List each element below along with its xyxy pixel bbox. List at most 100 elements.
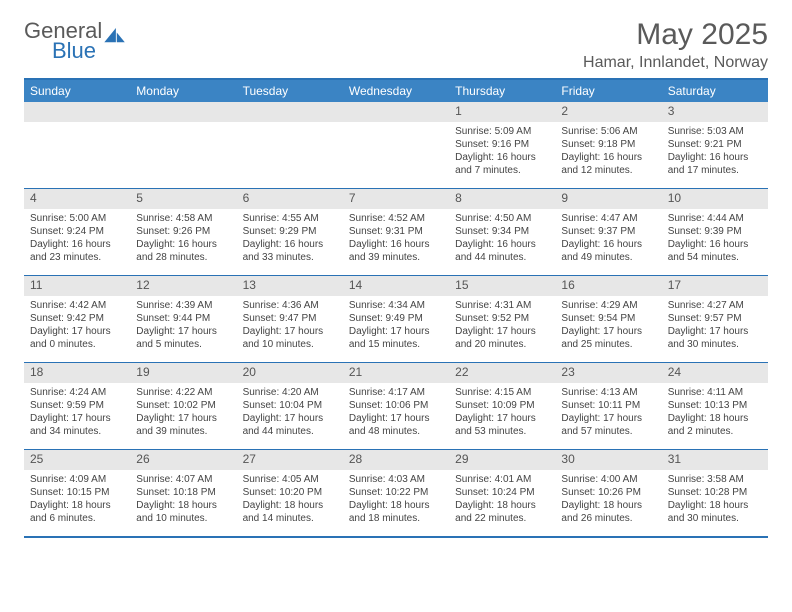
day-number: 25 [24,450,130,470]
day-number: 18 [24,363,130,383]
day-number: 2 [555,102,661,122]
day-number: 11 [24,276,130,296]
day-cell: 11Sunrise: 4:42 AMSunset: 9:42 PMDayligh… [24,276,130,362]
day-details: Sunrise: 4:39 AMSunset: 9:44 PMDaylight:… [130,296,236,355]
day-number: 9 [555,189,661,209]
day-cell: 17Sunrise: 4:27 AMSunset: 9:57 PMDayligh… [662,276,768,362]
day-cell: 13Sunrise: 4:36 AMSunset: 9:47 PMDayligh… [237,276,343,362]
day-details: Sunrise: 4:44 AMSunset: 9:39 PMDaylight:… [662,209,768,268]
day-cell: 22Sunrise: 4:15 AMSunset: 10:09 PMDaylig… [449,363,555,449]
week-row: 25Sunrise: 4:09 AMSunset: 10:15 PMDaylig… [24,450,768,538]
week-row: 11Sunrise: 4:42 AMSunset: 9:42 PMDayligh… [24,276,768,363]
day-number: 21 [343,363,449,383]
empty-cell [130,102,236,188]
day-number: 12 [130,276,236,296]
dow-tuesday: Tuesday [237,80,343,102]
day-cell: 28Sunrise: 4:03 AMSunset: 10:22 PMDaylig… [343,450,449,536]
day-cell: 10Sunrise: 4:44 AMSunset: 9:39 PMDayligh… [662,189,768,275]
dow-row: SundayMondayTuesdayWednesdayThursdayFrid… [24,80,768,102]
empty-cell [24,102,130,188]
day-details: Sunrise: 4:11 AMSunset: 10:13 PMDaylight… [662,383,768,442]
day-number [24,102,130,122]
day-details: Sunrise: 5:06 AMSunset: 9:18 PMDaylight:… [555,122,661,181]
day-details: Sunrise: 4:20 AMSunset: 10:04 PMDaylight… [237,383,343,442]
day-cell: 1Sunrise: 5:09 AMSunset: 9:16 PMDaylight… [449,102,555,188]
day-number: 20 [237,363,343,383]
day-number: 27 [237,450,343,470]
day-cell: 16Sunrise: 4:29 AMSunset: 9:54 PMDayligh… [555,276,661,362]
week-row: 4Sunrise: 5:00 AMSunset: 9:24 PMDaylight… [24,189,768,276]
day-details [24,122,130,182]
day-details: Sunrise: 4:58 AMSunset: 9:26 PMDaylight:… [130,209,236,268]
day-details: Sunrise: 4:50 AMSunset: 9:34 PMDaylight:… [449,209,555,268]
dow-friday: Friday [555,80,661,102]
day-number: 23 [555,363,661,383]
day-cell: 8Sunrise: 4:50 AMSunset: 9:34 PMDaylight… [449,189,555,275]
day-cell: 12Sunrise: 4:39 AMSunset: 9:44 PMDayligh… [130,276,236,362]
day-cell: 15Sunrise: 4:31 AMSunset: 9:52 PMDayligh… [449,276,555,362]
day-number: 26 [130,450,236,470]
day-details: Sunrise: 4:17 AMSunset: 10:06 PMDaylight… [343,383,449,442]
day-details: Sunrise: 5:00 AMSunset: 9:24 PMDaylight:… [24,209,130,268]
calendar: SundayMondayTuesdayWednesdayThursdayFrid… [24,78,768,538]
day-details: Sunrise: 4:05 AMSunset: 10:20 PMDaylight… [237,470,343,529]
day-details: Sunrise: 4:09 AMSunset: 10:15 PMDaylight… [24,470,130,529]
dow-monday: Monday [130,80,236,102]
day-details [343,122,449,182]
day-details: Sunrise: 5:03 AMSunset: 9:21 PMDaylight:… [662,122,768,181]
day-number: 7 [343,189,449,209]
day-number [237,102,343,122]
day-details: Sunrise: 4:55 AMSunset: 9:29 PMDaylight:… [237,209,343,268]
day-number: 30 [555,450,661,470]
location: Hamar, Innlandet, Norway [583,54,768,72]
day-cell: 30Sunrise: 4:00 AMSunset: 10:26 PMDaylig… [555,450,661,536]
day-cell: 5Sunrise: 4:58 AMSunset: 9:26 PMDaylight… [130,189,236,275]
day-details: Sunrise: 4:01 AMSunset: 10:24 PMDaylight… [449,470,555,529]
day-details: Sunrise: 4:03 AMSunset: 10:22 PMDaylight… [343,470,449,529]
day-details: Sunrise: 4:13 AMSunset: 10:11 PMDaylight… [555,383,661,442]
day-number: 22 [449,363,555,383]
day-number: 10 [662,189,768,209]
dow-wednesday: Wednesday [343,80,449,102]
day-number [343,102,449,122]
day-cell: 19Sunrise: 4:22 AMSunset: 10:02 PMDaylig… [130,363,236,449]
title-block: May 2025 Hamar, Innlandet, Norway [583,18,768,72]
day-details: Sunrise: 4:15 AMSunset: 10:09 PMDaylight… [449,383,555,442]
page: GeneralBlue May 2025 Hamar, Innlandet, N… [0,0,792,548]
day-cell: 21Sunrise: 4:17 AMSunset: 10:06 PMDaylig… [343,363,449,449]
day-details: Sunrise: 4:42 AMSunset: 9:42 PMDaylight:… [24,296,130,355]
day-cell: 3Sunrise: 5:03 AMSunset: 9:21 PMDaylight… [662,102,768,188]
day-cell: 25Sunrise: 4:09 AMSunset: 10:15 PMDaylig… [24,450,130,536]
day-cell: 26Sunrise: 4:07 AMSunset: 10:18 PMDaylig… [130,450,236,536]
day-number: 3 [662,102,768,122]
day-number: 17 [662,276,768,296]
week-row: 1Sunrise: 5:09 AMSunset: 9:16 PMDaylight… [24,102,768,189]
day-number: 15 [449,276,555,296]
day-details: Sunrise: 4:29 AMSunset: 9:54 PMDaylight:… [555,296,661,355]
day-cell: 9Sunrise: 4:47 AMSunset: 9:37 PMDaylight… [555,189,661,275]
day-cell: 31Sunrise: 3:58 AMSunset: 10:28 PMDaylig… [662,450,768,536]
day-details: Sunrise: 4:07 AMSunset: 10:18 PMDaylight… [130,470,236,529]
day-details: Sunrise: 4:34 AMSunset: 9:49 PMDaylight:… [343,296,449,355]
day-details: Sunrise: 5:09 AMSunset: 9:16 PMDaylight:… [449,122,555,181]
header: GeneralBlue May 2025 Hamar, Innlandet, N… [24,18,768,72]
weeks-container: 1Sunrise: 5:09 AMSunset: 9:16 PMDaylight… [24,102,768,538]
day-details: Sunrise: 4:31 AMSunset: 9:52 PMDaylight:… [449,296,555,355]
day-number: 14 [343,276,449,296]
dow-sunday: Sunday [24,80,130,102]
empty-cell [343,102,449,188]
day-details: Sunrise: 3:58 AMSunset: 10:28 PMDaylight… [662,470,768,529]
day-details [237,122,343,182]
day-number: 1 [449,102,555,122]
day-details: Sunrise: 4:47 AMSunset: 9:37 PMDaylight:… [555,209,661,268]
day-cell: 14Sunrise: 4:34 AMSunset: 9:49 PMDayligh… [343,276,449,362]
day-number: 8 [449,189,555,209]
day-details: Sunrise: 4:00 AMSunset: 10:26 PMDaylight… [555,470,661,529]
logo-sail-icon [104,28,126,44]
day-details: Sunrise: 4:24 AMSunset: 9:59 PMDaylight:… [24,383,130,442]
day-number: 28 [343,450,449,470]
day-number: 19 [130,363,236,383]
day-number [130,102,236,122]
day-details: Sunrise: 4:36 AMSunset: 9:47 PMDaylight:… [237,296,343,355]
day-details: Sunrise: 4:27 AMSunset: 9:57 PMDaylight:… [662,296,768,355]
